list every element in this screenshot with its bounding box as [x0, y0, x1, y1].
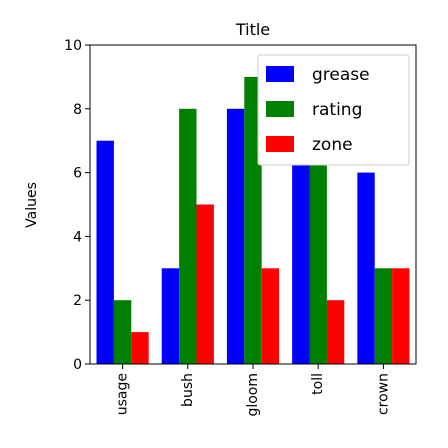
bar-bush-zone	[196, 204, 214, 364]
bar-crown-grease	[357, 172, 375, 364]
y-tick-label: 0	[73, 357, 82, 373]
bar-usage-zone	[131, 332, 149, 364]
bar-crown-zone	[392, 268, 410, 364]
x-tick-label-crown: crown	[375, 373, 391, 415]
bar-gloom-grease	[226, 108, 245, 364]
y-tick-label: 10	[64, 38, 82, 54]
legend-swatch-rating	[266, 101, 294, 117]
legend-label-rating: rating	[312, 100, 362, 120]
legend-swatch-grease	[266, 66, 294, 82]
bar-crown-rating	[374, 268, 393, 364]
bar-bush-grease	[161, 268, 180, 364]
legend-box	[257, 54, 410, 166]
x-tick-label-usage: usage	[115, 373, 131, 415]
x-axis: usage bush gloom toll crown	[115, 364, 391, 417]
x-tick-label-gloom: gloom	[245, 373, 261, 417]
y-axis-label: Values	[24, 182, 40, 228]
x-tick-label-toll: toll	[310, 373, 326, 395]
chart-title: Title	[235, 20, 270, 39]
y-tick-label: 2	[73, 293, 82, 309]
bars-group	[96, 76, 410, 365]
y-tick-label: 8	[73, 102, 82, 118]
bar-toll-rating	[309, 140, 327, 364]
bar-toll-grease	[292, 140, 310, 364]
y-axis: 0 2 4 6 8 10	[64, 38, 90, 373]
bar-bush-rating	[179, 108, 197, 364]
bar-usage-rating	[113, 300, 132, 364]
bar-gloom-rating	[244, 76, 262, 365]
legend-label-grease: grease	[312, 65, 370, 85]
bar-toll-zone	[326, 300, 345, 364]
bar-gloom-zone	[261, 268, 280, 364]
legend-swatch-zone	[266, 136, 294, 152]
legend: grease rating zone	[257, 54, 410, 166]
y-tick-label: 6	[73, 166, 82, 182]
x-tick-label-bush: bush	[180, 373, 196, 407]
legend-label-zone: zone	[312, 135, 353, 155]
y-tick-label: 4	[73, 229, 82, 245]
bar-usage-grease	[96, 140, 114, 364]
plot-frame	[89, 44, 417, 365]
